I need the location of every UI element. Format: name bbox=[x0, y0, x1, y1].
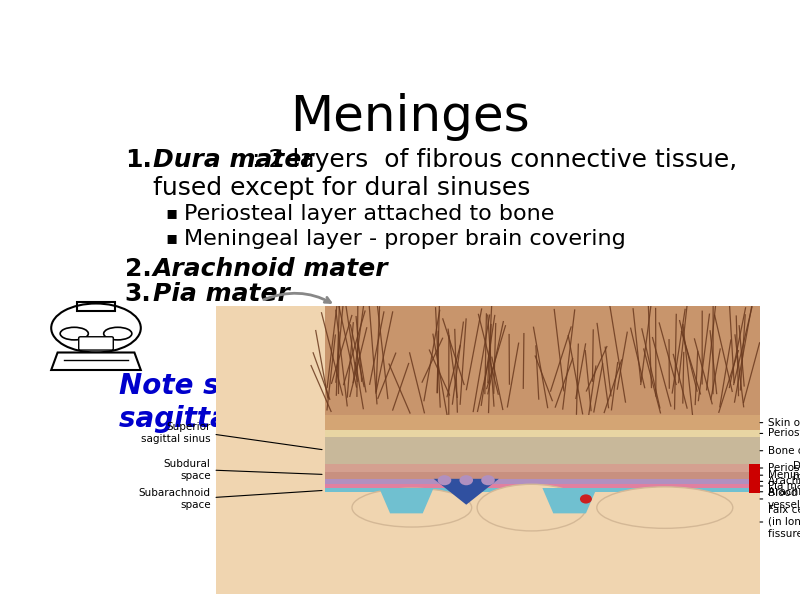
Polygon shape bbox=[434, 479, 499, 505]
Ellipse shape bbox=[597, 487, 733, 529]
Text: fused except for dural sinuses: fused except for dural sinuses bbox=[153, 176, 530, 200]
Text: Blood
vessel: Blood vessel bbox=[768, 488, 800, 510]
Ellipse shape bbox=[60, 328, 88, 340]
Text: Pia mater: Pia mater bbox=[768, 481, 800, 491]
Polygon shape bbox=[51, 352, 141, 370]
Ellipse shape bbox=[482, 475, 494, 485]
Polygon shape bbox=[325, 430, 760, 437]
Ellipse shape bbox=[580, 494, 592, 503]
Text: Subarachnoid
space: Subarachnoid space bbox=[138, 488, 210, 510]
Text: Pia mater: Pia mater bbox=[153, 282, 290, 306]
Text: Skin of scalp: Skin of scalp bbox=[768, 418, 800, 428]
Text: Meninges: Meninges bbox=[290, 93, 530, 141]
FancyBboxPatch shape bbox=[325, 492, 760, 594]
FancyBboxPatch shape bbox=[325, 306, 760, 415]
Text: 2.: 2. bbox=[125, 257, 151, 281]
Text: Periosteum: Periosteum bbox=[768, 428, 800, 439]
Ellipse shape bbox=[438, 475, 451, 485]
Text: Arachnoid mater: Arachnoid mater bbox=[768, 476, 800, 487]
Text: Meningeal layer - proper brain covering: Meningeal layer - proper brain covering bbox=[184, 229, 626, 249]
Polygon shape bbox=[749, 464, 760, 493]
Text: Meningeal: Meningeal bbox=[768, 470, 800, 480]
Text: Arachnoid villus: Arachnoid villus bbox=[768, 487, 800, 497]
Text: Bone of skull: Bone of skull bbox=[768, 446, 800, 456]
Polygon shape bbox=[325, 479, 760, 484]
FancyBboxPatch shape bbox=[78, 337, 114, 350]
Polygon shape bbox=[325, 484, 760, 488]
Text: : 2 layers  of fibrous connective tissue,: : 2 layers of fibrous connective tissue, bbox=[252, 148, 737, 172]
Text: ▪: ▪ bbox=[165, 229, 178, 247]
Text: 3.: 3. bbox=[125, 282, 151, 306]
Polygon shape bbox=[325, 437, 760, 464]
Text: Falx cerebri
(in longitudinal
fissure only): Falx cerebri (in longitudinal fissure on… bbox=[768, 505, 800, 539]
Ellipse shape bbox=[459, 475, 473, 485]
Text: Dura mater: Dura mater bbox=[153, 148, 314, 172]
Polygon shape bbox=[325, 415, 760, 430]
Ellipse shape bbox=[477, 484, 586, 531]
Polygon shape bbox=[325, 488, 760, 492]
Polygon shape bbox=[325, 464, 760, 472]
FancyBboxPatch shape bbox=[216, 306, 760, 594]
Polygon shape bbox=[379, 488, 434, 514]
Ellipse shape bbox=[104, 328, 132, 340]
Text: Superior
sagittal sinus: Superior sagittal sinus bbox=[141, 422, 210, 443]
Polygon shape bbox=[542, 488, 597, 514]
Text: 1.: 1. bbox=[125, 148, 152, 172]
Text: Arachnoid mater: Arachnoid mater bbox=[153, 257, 388, 281]
Text: ▪: ▪ bbox=[165, 203, 178, 221]
Text: Periosteal layer attached to bone: Periosteal layer attached to bone bbox=[184, 203, 554, 224]
Text: Note superior
sagittal sinus: Note superior sagittal sinus bbox=[118, 372, 334, 433]
Ellipse shape bbox=[352, 488, 472, 527]
Ellipse shape bbox=[51, 304, 141, 352]
Text: Subdural
space: Subdural space bbox=[164, 460, 210, 481]
Text: Periosteal: Periosteal bbox=[768, 463, 800, 473]
Polygon shape bbox=[325, 472, 760, 479]
Text: Dura
mater: Dura mater bbox=[793, 461, 800, 482]
